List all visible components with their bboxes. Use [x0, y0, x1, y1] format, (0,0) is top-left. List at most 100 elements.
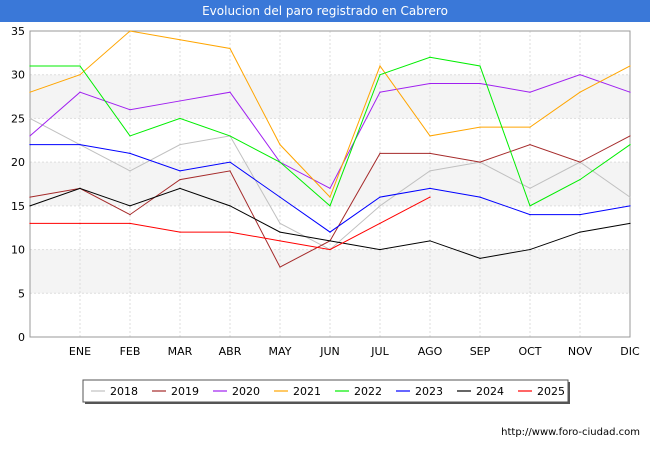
- x-tick-label: JUN: [319, 345, 340, 358]
- x-tick-label: FEB: [120, 345, 141, 358]
- data-point-2022: [129, 135, 131, 137]
- data-point-2022: [29, 65, 31, 67]
- legend-label-2020: 2020: [232, 385, 260, 398]
- data-point-2022: [629, 144, 631, 146]
- data-point-2024: [429, 240, 431, 242]
- data-point-2024: [229, 205, 231, 207]
- data-point-2023: [329, 231, 331, 233]
- chart-title: Evolucion del paro registrado en Cabrero: [0, 0, 650, 22]
- data-point-2023: [229, 161, 231, 163]
- data-point-2025: [229, 231, 231, 233]
- data-point-2022: [279, 161, 281, 163]
- data-point-2022: [79, 65, 81, 67]
- data-point-2018: [129, 170, 131, 172]
- data-point-2020: [429, 82, 431, 85]
- data-point-2023: [79, 144, 81, 146]
- data-point-2021: [529, 126, 531, 128]
- data-point-2018: [429, 170, 431, 172]
- legend-label-2024: 2024: [476, 385, 504, 398]
- data-point-2022: [429, 56, 431, 58]
- data-point-2024: [79, 187, 81, 189]
- y-tick-label: 25: [11, 112, 25, 125]
- data-point-2021: [479, 126, 481, 128]
- legend-label-2025: 2025: [537, 385, 565, 398]
- data-point-2025: [379, 222, 381, 224]
- data-point-2022: [479, 65, 481, 67]
- data-point-2020: [129, 109, 131, 111]
- data-point-2022: [179, 117, 181, 120]
- x-tick-label: MAR: [168, 345, 193, 358]
- data-point-2024: [179, 187, 181, 189]
- data-point-2019: [279, 266, 281, 268]
- legend-label-2023: 2023: [415, 385, 443, 398]
- data-point-2020: [329, 187, 331, 189]
- data-point-2020: [529, 91, 531, 93]
- data-point-2023: [379, 196, 381, 198]
- data-point-2018: [379, 205, 381, 207]
- data-point-2022: [529, 205, 531, 207]
- data-point-2021: [179, 39, 181, 41]
- data-point-2019: [129, 214, 131, 216]
- y-tick-label: 10: [11, 244, 25, 257]
- data-point-2020: [379, 91, 381, 93]
- data-point-2021: [79, 74, 81, 76]
- source-url[interactable]: http://www.foro-ciudad.com: [501, 427, 640, 438]
- y-tick-label: 5: [18, 287, 25, 300]
- data-point-2023: [129, 152, 131, 154]
- data-point-2020: [179, 100, 181, 102]
- y-tick-label: 20: [11, 156, 25, 169]
- data-point-2025: [79, 222, 81, 224]
- data-point-2024: [579, 231, 581, 233]
- data-point-2024: [29, 205, 31, 207]
- data-point-2019: [579, 161, 581, 163]
- x-tick-label: SEP: [470, 345, 491, 358]
- data-point-2018: [29, 117, 31, 120]
- x-tick-label: JUL: [370, 345, 389, 358]
- data-point-2019: [229, 170, 231, 172]
- data-point-2020: [79, 91, 81, 93]
- legend-label-2019: 2019: [171, 385, 199, 398]
- data-point-2021: [429, 135, 431, 137]
- data-point-2025: [329, 248, 331, 251]
- x-tick-label: NOV: [568, 345, 593, 358]
- legend-box: [82, 379, 569, 403]
- data-point-2023: [629, 205, 631, 207]
- data-point-2025: [29, 222, 31, 224]
- data-point-2022: [379, 74, 381, 76]
- data-point-2021: [129, 30, 131, 32]
- data-point-2018: [529, 187, 531, 189]
- data-point-2020: [229, 91, 231, 93]
- data-point-2021: [379, 65, 381, 67]
- data-point-2019: [379, 152, 381, 154]
- x-tick-label: AGO: [418, 345, 443, 358]
- x-tick-label: DIC: [620, 345, 640, 358]
- data-point-2024: [379, 248, 381, 251]
- legend-label-2021: 2021: [293, 385, 321, 398]
- data-point-2023: [29, 144, 31, 146]
- data-point-2024: [479, 257, 481, 259]
- x-tick-label: ABR: [219, 345, 242, 358]
- data-point-2018: [279, 222, 281, 224]
- data-point-2025: [179, 231, 181, 233]
- data-point-2022: [229, 135, 231, 137]
- data-point-2023: [429, 187, 431, 189]
- data-point-2025: [129, 222, 131, 224]
- data-point-2020: [479, 82, 481, 85]
- data-point-2023: [529, 214, 531, 216]
- x-tick-label: ENE: [69, 345, 91, 358]
- data-point-2023: [279, 196, 281, 198]
- y-tick-label: 30: [11, 69, 25, 82]
- data-point-2020: [579, 74, 581, 76]
- x-tick-label: MAY: [269, 345, 292, 358]
- plot-border: [29, 30, 631, 338]
- data-point-2023: [579, 214, 581, 216]
- data-point-2021: [29, 91, 31, 93]
- data-point-2019: [479, 161, 481, 163]
- data-point-2021: [279, 144, 281, 146]
- data-point-2019: [429, 152, 431, 154]
- data-point-2019: [529, 144, 531, 146]
- data-point-2022: [579, 179, 581, 181]
- data-point-2020: [29, 135, 31, 137]
- data-point-2023: [179, 170, 181, 172]
